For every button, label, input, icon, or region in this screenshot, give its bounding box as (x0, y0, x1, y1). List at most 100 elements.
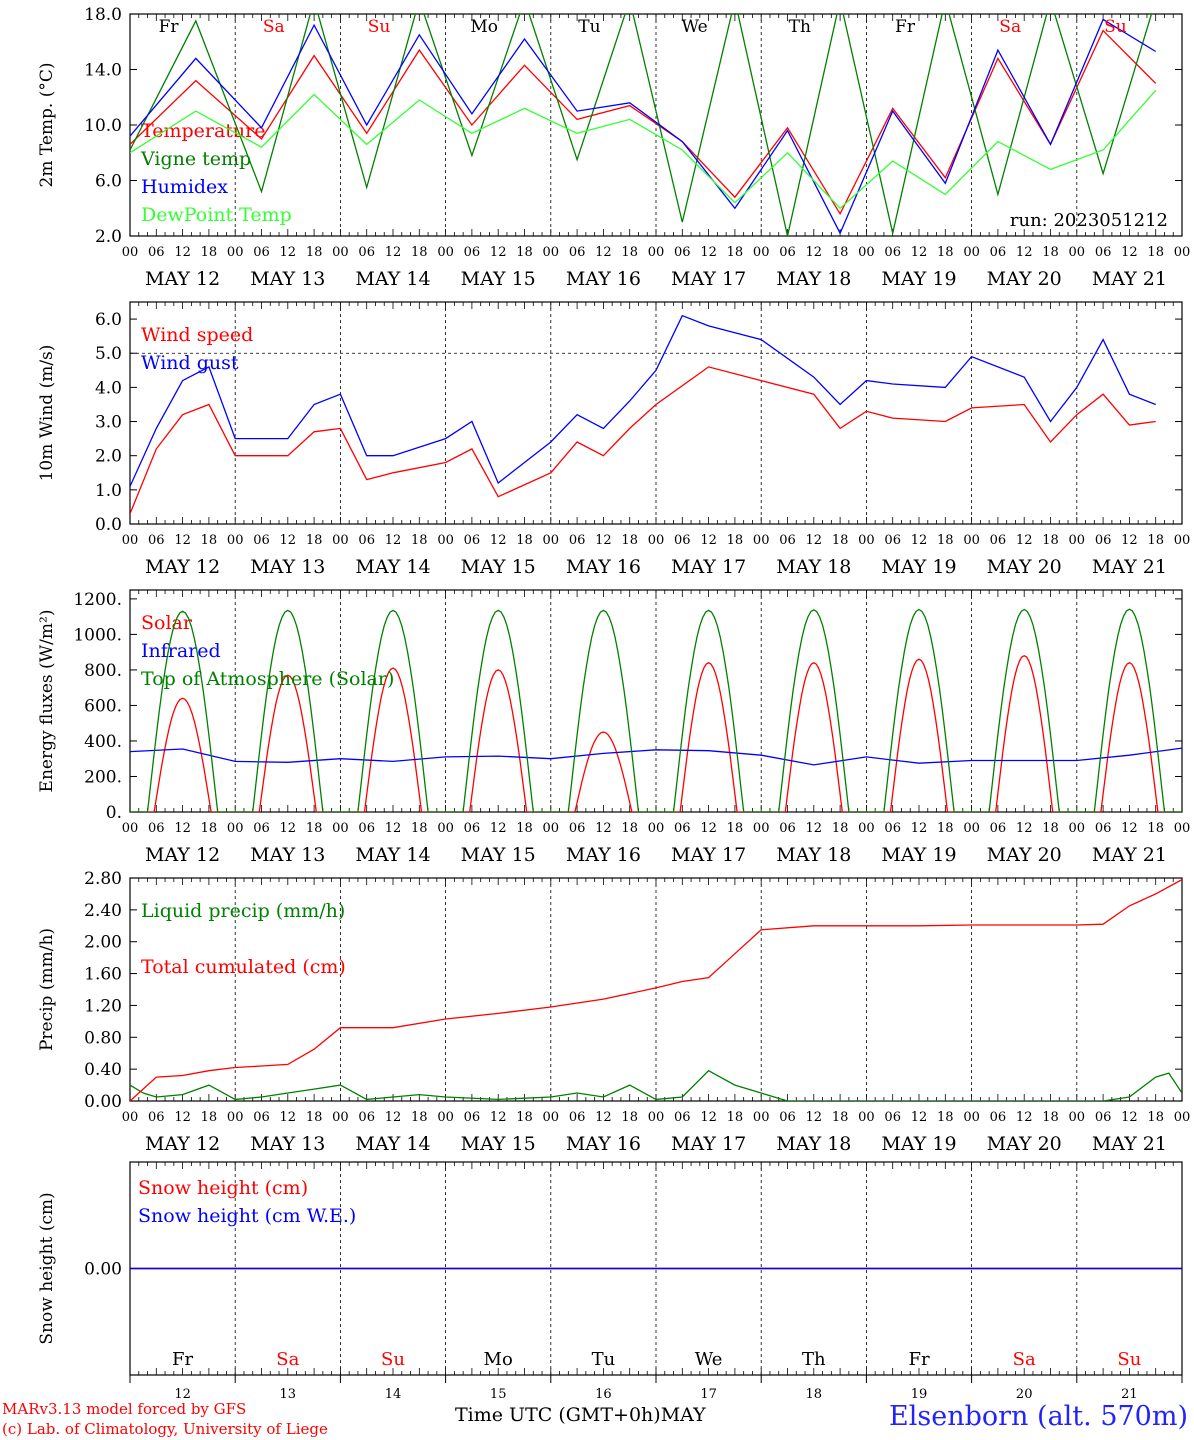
hour-tick-label: 00 (648, 245, 665, 260)
bottom-day-number: 15 (490, 1387, 507, 1402)
hour-tick-label: 18 (1147, 1110, 1164, 1125)
hour-tick-label: 00 (648, 1110, 665, 1125)
hour-tick-label: 12 (490, 821, 507, 836)
day-tick-label: MAY 14 (355, 268, 430, 290)
bottom-day-name: Mo (484, 1349, 513, 1370)
hour-tick-label: 12 (1016, 821, 1033, 836)
hour-tick-label: 12 (806, 245, 823, 260)
hour-tick-label: 00 (122, 821, 139, 836)
y-tick-label: 1.60 (84, 965, 122, 985)
legend-entry: Wind speed (141, 324, 253, 346)
y-tick-label: 2.00 (84, 933, 122, 953)
hour-tick-label: 18 (411, 821, 428, 836)
hour-tick-label: 12 (490, 1110, 507, 1125)
day-name: Sa (999, 17, 1021, 37)
hour-tick-label: 12 (595, 821, 612, 836)
series-line-top-of-atmosphere-solar- (130, 608, 1182, 812)
time-axis-text: Time UTC (GMT+0h) (455, 1404, 661, 1426)
hour-tick-label: 12 (595, 533, 612, 548)
day-tick-label: MAY 16 (566, 1133, 641, 1155)
x-ticks (129, 14, 1183, 236)
day-tick-label: MAY 17 (671, 1133, 746, 1155)
day-name: Fr (895, 17, 916, 37)
bottom-day-number: 21 (1121, 1387, 1138, 1402)
panel-1: 2.0 6.0 10.0 14.0 18.0 2m Temp. (°C) 00 06 12 18 0… (37, 5, 1190, 290)
hour-tick-label: 06 (253, 821, 270, 836)
day-tick-label: MAY 17 (671, 268, 746, 290)
hour-tick-label: 00 (1069, 821, 1086, 836)
bottom-day-name: Su (1117, 1349, 1141, 1370)
legend-entry: Infrared (141, 640, 221, 662)
hour-tick-label: 18 (516, 245, 533, 260)
hour-tick-label: 18 (306, 1110, 323, 1125)
day-name: Th (789, 17, 811, 37)
bottom-day-name: Sa (1013, 1349, 1036, 1370)
legend-entry: Liquid precip (mm/h) (141, 900, 345, 922)
y-tick-label: 0.00 (84, 1260, 122, 1280)
hour-tick-label: 00 (1069, 245, 1086, 260)
bottom-day-number: 19 (911, 1387, 928, 1402)
hour-tick-label: 12 (700, 821, 717, 836)
day-tick-label: MAY 21 (1092, 556, 1167, 578)
y-tick-label: 5.0 (95, 344, 122, 364)
day-tick-label: MAY 20 (987, 1133, 1062, 1155)
legend-entry: Vigne temp (140, 148, 251, 170)
month-label: MAY (660, 1404, 706, 1426)
hour-tick-label: 18 (937, 533, 954, 548)
day-tick-label: MAY 18 (776, 844, 851, 866)
y-tick-label: 18.0 (84, 5, 122, 25)
hour-tick-label: 18 (411, 245, 428, 260)
day-tick-label: MAY 14 (355, 1133, 430, 1155)
y-tick-label: 4.0 (95, 378, 122, 398)
hour-tick-label: 00 (543, 533, 560, 548)
hour-tick-label: 06 (358, 1110, 375, 1125)
hour-tick-label: 00 (858, 533, 875, 548)
hour-tick-label: 12 (595, 245, 612, 260)
hour-tick-label: 18 (727, 821, 744, 836)
hour-tick-label: 06 (674, 821, 691, 836)
day-tick-label: MAY 12 (145, 1133, 220, 1155)
y-tick-label: 0. (106, 803, 122, 823)
hour-tick-label: 06 (253, 245, 270, 260)
hour-tick-label: 12 (1121, 533, 1138, 548)
hour-tick-label: 00 (332, 245, 349, 260)
bottom-day-number: 13 (280, 1387, 297, 1402)
day-tick-label: MAY 12 (145, 844, 220, 866)
hour-tick-label: 06 (779, 245, 796, 260)
hour-tick-label: 06 (1095, 1110, 1112, 1125)
hour-tick-label: 00 (1174, 821, 1191, 836)
y-tick-label: 3.0 (95, 413, 122, 433)
hour-tick-label: 06 (990, 245, 1007, 260)
run-label: run: 2023051212 (1010, 210, 1168, 231)
x-ticks (129, 590, 1183, 812)
hour-tick-label: 18 (937, 1110, 954, 1125)
day-name: Mo (470, 17, 498, 37)
series-line-dewpoint-temp (130, 89, 1157, 210)
bottom-day-number: 12 (174, 1387, 191, 1402)
hour-tick-label: 12 (280, 821, 297, 836)
hour-tick-label: 12 (1016, 1110, 1033, 1125)
day-name: Fr (159, 17, 180, 37)
hour-tick-label: 12 (911, 821, 928, 836)
day-tick-label: MAY 16 (566, 556, 641, 578)
hour-tick-label: 18 (1042, 533, 1059, 548)
hour-tick-label: 18 (832, 821, 849, 836)
bottom-day-number: 14 (385, 1387, 402, 1402)
hour-tick-label: 12 (280, 245, 297, 260)
day-tick-label: MAY 21 (1092, 1133, 1167, 1155)
hour-tick-label: 00 (963, 245, 980, 260)
y-tick-label: 1.20 (84, 996, 122, 1016)
hour-tick-label: 00 (543, 821, 560, 836)
y-tick-label: 0.40 (84, 1060, 122, 1080)
panel-5: 0.00 Snow height (cm) Snow height (cm) Snow… (37, 1161, 1183, 1402)
day-tick-label: MAY 15 (461, 844, 536, 866)
bottom-day-number: 20 (1016, 1387, 1033, 1402)
day-tick-label: MAY 19 (881, 556, 956, 578)
hour-tick-label: 00 (332, 1110, 349, 1125)
series-line-wind-speed (130, 366, 1156, 515)
hour-tick-label: 06 (1095, 533, 1112, 548)
hour-tick-label: 12 (385, 245, 402, 260)
hour-tick-label: 12 (806, 533, 823, 548)
day-tick-label: MAY 14 (355, 556, 430, 578)
hour-tick-label: 06 (779, 1110, 796, 1125)
